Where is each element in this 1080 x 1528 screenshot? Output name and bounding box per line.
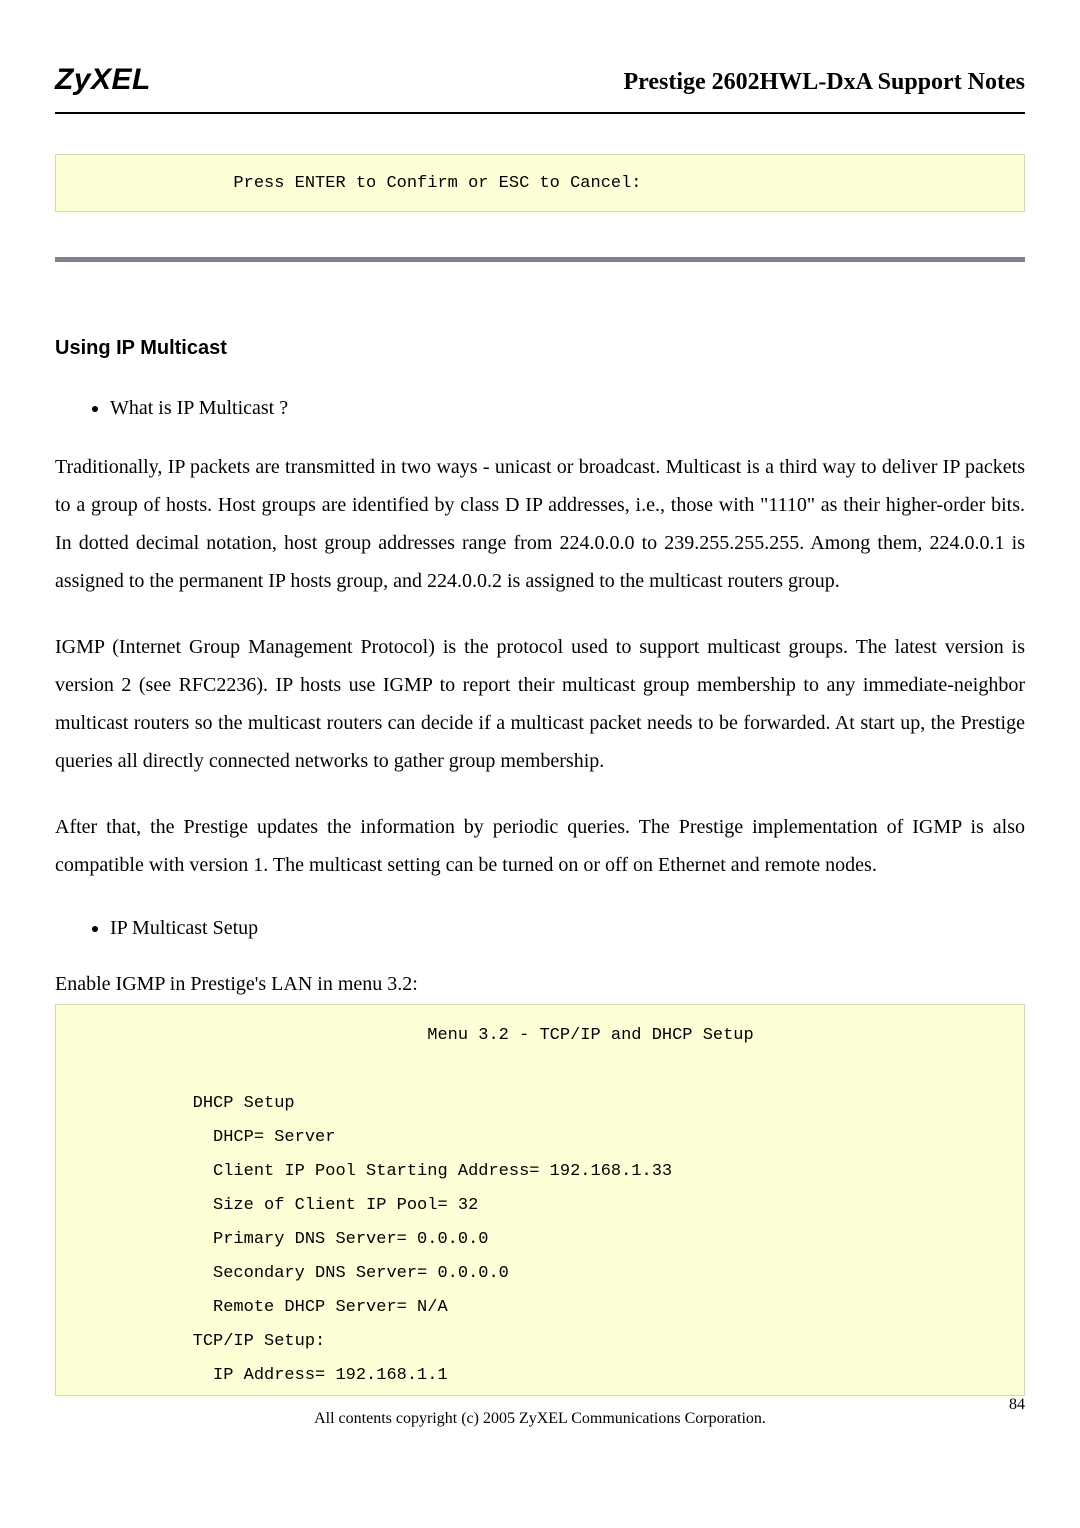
footer-page-number: 84: [965, 1392, 1025, 1418]
bullet-what-is-ip-multicast: What is IP Multicast ?: [110, 392, 1025, 424]
code-line-pool-size: Size of Client IP Pool= 32: [60, 1196, 478, 1215]
code-line-remote-dhcp: Remote DHCP Server= N/A: [60, 1298, 448, 1317]
paragraph-igmp: IGMP (Internet Group Management Protocol…: [55, 628, 1025, 780]
code-line-pool-addr: Client IP Pool Starting Address= 192.168…: [60, 1162, 672, 1181]
page-header: ZyXEL Prestige 2602HWL-DxA Support Notes: [0, 0, 1080, 112]
paragraph-after: After that, the Prestige updates the inf…: [55, 808, 1025, 884]
code-line-title: Menu 3.2 - TCP/IP and DHCP Setup: [60, 1026, 754, 1045]
bullet-ip-multicast-setup: IP Multicast Setup: [110, 912, 1025, 944]
code-line-dhcp-setup: DHCP Setup: [60, 1094, 295, 1113]
code-line-secondary-dns: Secondary DNS Server= 0.0.0.0: [60, 1264, 509, 1283]
page-footer: All contents copyright (c) 2005 ZyXEL Co…: [0, 1396, 1080, 1432]
header-title: Prestige 2602HWL-DxA Support Notes: [623, 63, 1025, 104]
code-line-ip-address: IP Address= 192.168.1.1: [60, 1366, 448, 1385]
paragraph-intro: Traditionally, IP packets are transmitte…: [55, 448, 1025, 600]
code-caption: Enable IGMP in Prestige's LAN in menu 3.…: [55, 968, 1025, 1000]
code-line-tcpip-setup: TCP/IP Setup:: [60, 1332, 325, 1351]
code-line-primary-dns: Primary DNS Server= 0.0.0.0: [60, 1230, 488, 1249]
section-heading: Using IP Multicast: [55, 332, 1025, 364]
code-line: Press ENTER to Confirm or ESC to Cancel:: [60, 174, 642, 193]
code-block-menu-3-2: Menu 3.2 - TCP/IP and DHCP Setup DHCP Se…: [55, 1004, 1025, 1396]
header-underline: [55, 112, 1025, 114]
logo-text: ZyXEL: [55, 56, 151, 104]
footer-copyright: All contents copyright (c) 2005 ZyXEL Co…: [115, 1406, 965, 1432]
bullet-list-2: IP Multicast Setup: [110, 912, 1025, 944]
code-line-dhcp-mode: DHCP= Server: [60, 1128, 335, 1147]
section-divider: [55, 257, 1025, 262]
code-block-enter-esc: Press ENTER to Confirm or ESC to Cancel:: [55, 154, 1025, 212]
bullet-list-1: What is IP Multicast ?: [110, 392, 1025, 424]
